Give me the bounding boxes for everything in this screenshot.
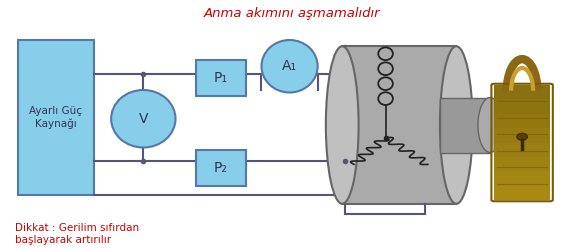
Text: V: V [139,112,148,126]
Text: P₁: P₁ [214,71,228,85]
FancyBboxPatch shape [440,98,490,152]
FancyBboxPatch shape [494,185,550,200]
Text: Dikkat : Gerilim sıfırdan
başlayarak artırılır: Dikkat : Gerilim sıfırdan başlayarak art… [15,224,139,245]
Ellipse shape [261,40,318,92]
FancyBboxPatch shape [18,40,94,195]
FancyBboxPatch shape [494,171,550,186]
Ellipse shape [478,98,503,152]
FancyBboxPatch shape [494,142,550,157]
FancyBboxPatch shape [494,99,550,114]
Text: P₂: P₂ [214,161,228,175]
FancyBboxPatch shape [494,156,550,171]
Ellipse shape [517,133,527,140]
Text: A₁: A₁ [282,59,297,73]
FancyBboxPatch shape [494,84,550,99]
FancyBboxPatch shape [494,113,550,128]
Ellipse shape [326,46,359,204]
FancyBboxPatch shape [196,60,246,96]
Text: Ayarlı Güç
Kaynağı: Ayarlı Güç Kaynağı [29,106,82,128]
Ellipse shape [111,90,176,148]
FancyBboxPatch shape [196,150,246,186]
FancyBboxPatch shape [494,128,550,142]
FancyBboxPatch shape [342,46,456,204]
Ellipse shape [440,46,473,204]
Text: Anma akımını aşmamalıdır: Anma akımını aşmamalıdır [204,8,381,20]
